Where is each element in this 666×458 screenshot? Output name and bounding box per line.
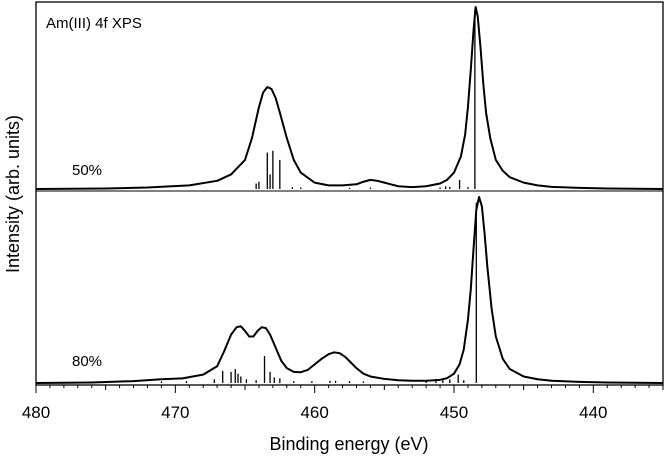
x-axis-tick-labels: 480 470 460 450 440: [22, 403, 608, 422]
x-tick-label: 460: [300, 403, 328, 422]
plot-frame: [35, 1, 664, 386]
x-tick-label: 450: [440, 403, 468, 422]
spectra-curves: [35, 6, 664, 384]
plot-border: [35, 1, 664, 386]
x-axis-label: Binding energy (eV): [269, 434, 428, 454]
chart-title: Am(III) 4f XPS: [46, 15, 142, 32]
spectrum-curve: [35, 6, 664, 190]
x-tick-label: 480: [22, 403, 50, 422]
x-tick-label: 470: [161, 403, 189, 422]
stick-spectra: [160, 10, 477, 383]
y-axis-label: Intensity (arb. units): [3, 115, 23, 273]
x-axis-ticks: [35, 385, 664, 393]
spectrum-curve: [35, 196, 664, 384]
series-label-80: 80%: [72, 353, 102, 370]
x-tick-label: 440: [579, 403, 607, 422]
series-label-50: 50%: [72, 162, 102, 179]
